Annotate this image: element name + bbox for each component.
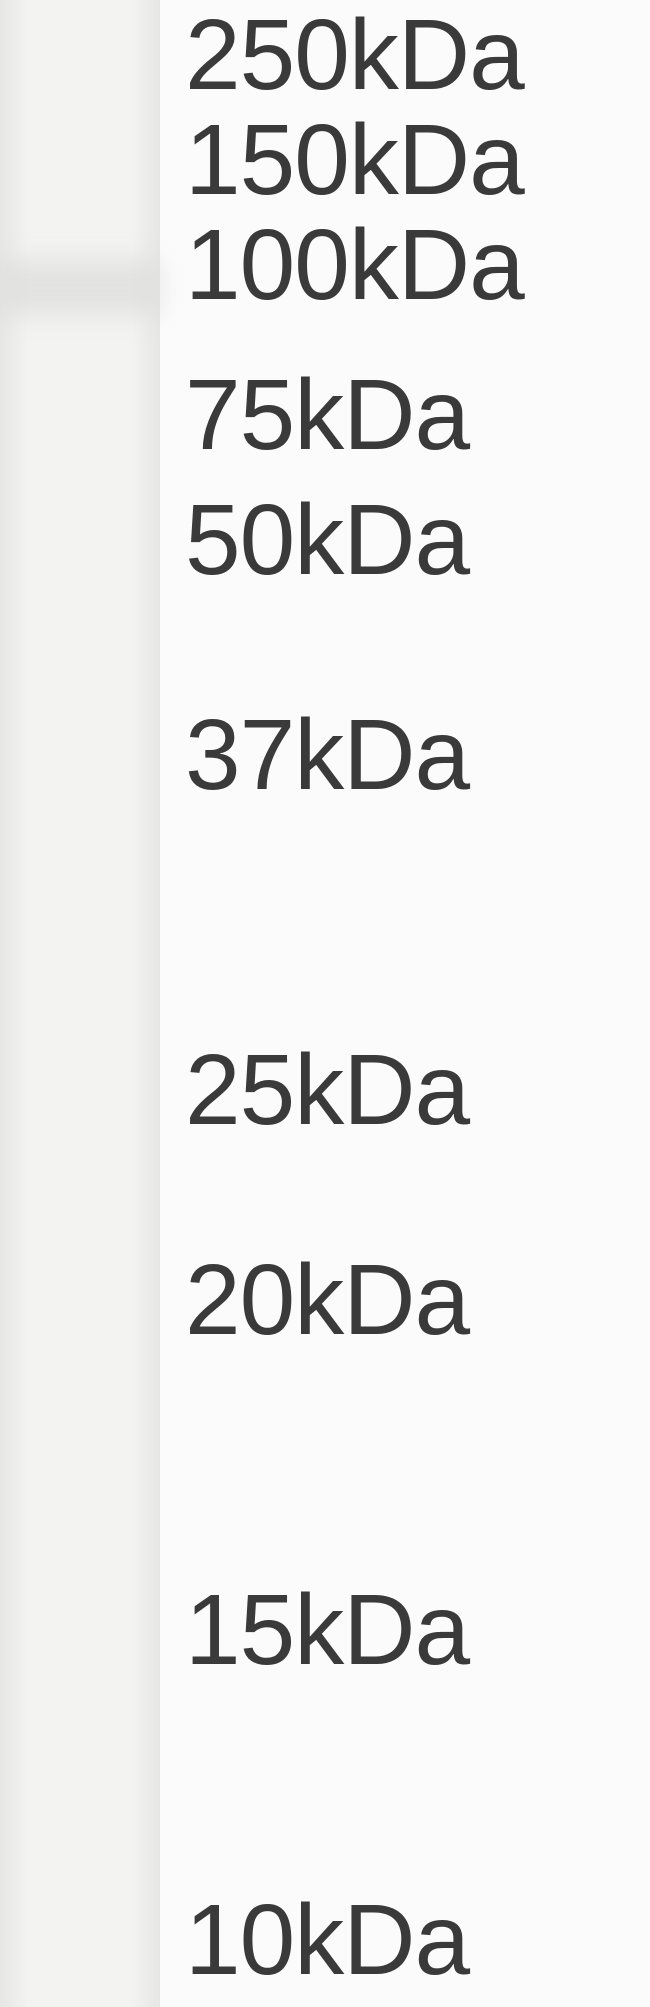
mw-label-9: 10kDa — [185, 1890, 469, 1990]
mw-label-7: 20kDa — [185, 1250, 469, 1350]
blot-band — [0, 260, 160, 315]
mw-label-6: 25kDa — [185, 1040, 469, 1140]
mw-label-5: 37kDa — [185, 705, 469, 805]
mw-label-3: 75kDa — [185, 365, 469, 465]
mw-label-1: 150kDa — [185, 110, 524, 210]
western-blot-lane — [0, 0, 160, 2007]
mw-label-0: 250kDa — [185, 5, 524, 105]
mw-label-8: 15kDa — [185, 1580, 469, 1680]
mw-label-4: 50kDa — [185, 490, 469, 590]
mw-label-2: 100kDa — [185, 215, 524, 315]
